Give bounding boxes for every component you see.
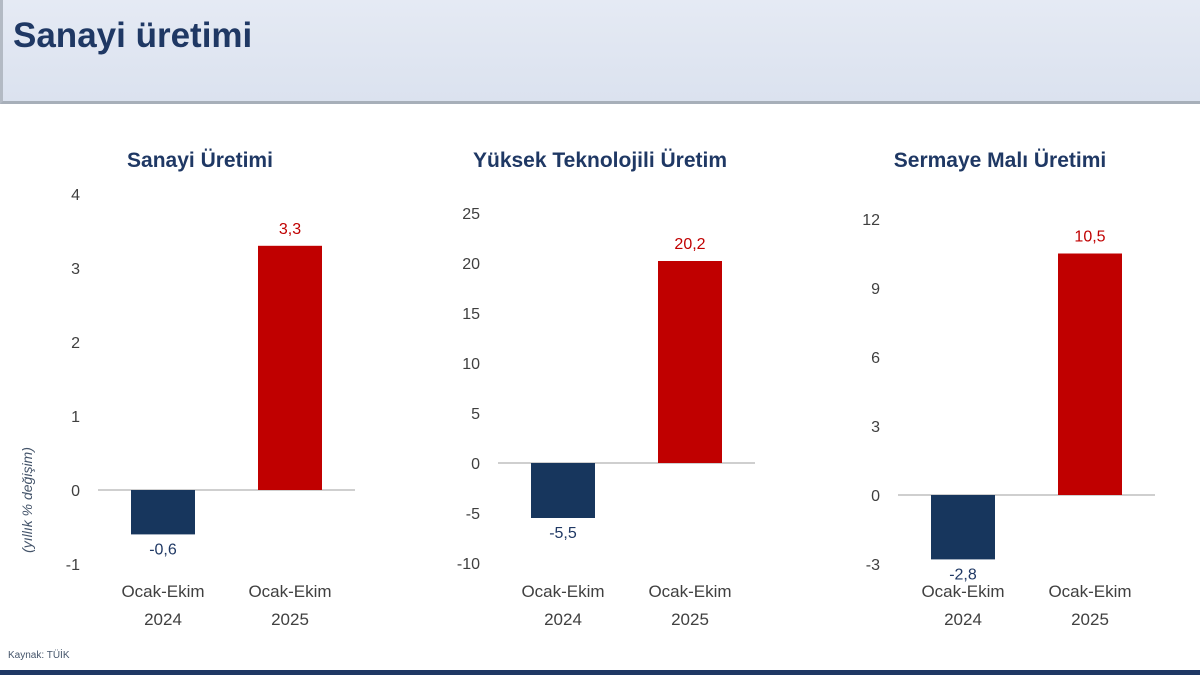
y-tick-label: -1 bbox=[66, 557, 80, 574]
slide-header: Sanayi üretimi bbox=[0, 0, 1200, 104]
y-tick-label: 20 bbox=[462, 256, 480, 273]
bar-chart-svg: 25 20 15 10 5 0 -5 -10 -5,5 Ocak-Ekim 2024 20,2 Ocak… bbox=[457, 206, 755, 629]
y-tick-label: -3 bbox=[866, 557, 880, 574]
y-tick-label: 15 bbox=[462, 306, 480, 323]
footer-bar bbox=[0, 670, 1200, 675]
y-axis-label: (yıllık % değişim) bbox=[19, 447, 35, 553]
y-tick-label: 12 bbox=[862, 212, 880, 229]
category-label-line1: Ocak-Ekim bbox=[248, 582, 331, 601]
bar-value-label: 3,3 bbox=[279, 221, 301, 238]
chart-yuksek-teknolojili-uretim: Yüksek Teknolojili Üretim 25 20 15 10 5 0 -5 -1… bbox=[400, 135, 800, 665]
y-tick-label: 2 bbox=[71, 335, 80, 352]
category-label-line1: Ocak-Ekim bbox=[921, 582, 1004, 601]
y-tick-label: 1 bbox=[71, 409, 80, 426]
bar-ocak-ekim-2024 bbox=[931, 495, 995, 560]
bar-chart-svg: 4 3 2 1 0 -1 -0,6 Ocak-Ekim 2024 3,3 Ocak-Ekim 2025 bbox=[66, 187, 355, 629]
category-label-line2: 2025 bbox=[271, 610, 309, 629]
category-label-line1: Ocak-Ekim bbox=[121, 582, 204, 601]
chart-sermaye-mali-uretimi: Sermaye Malı Üretimi 12 9 6 3 0 -3 -2,8 Ocak-Ek… bbox=[800, 135, 1200, 665]
y-tick-label: -10 bbox=[457, 556, 480, 573]
chart-title: Sermaye Malı Üretimi bbox=[893, 149, 1107, 172]
y-tick-label: 9 bbox=[871, 281, 880, 298]
bar-value-label: -5,5 bbox=[549, 525, 577, 542]
chart-title: Yüksek Teknolojili Üretim bbox=[472, 149, 728, 172]
page-title: Sanayi üretimi bbox=[13, 16, 253, 55]
category-label-line2: 2025 bbox=[671, 610, 709, 629]
y-tick-label: 10 bbox=[462, 356, 480, 373]
y-tick-label: 0 bbox=[871, 488, 880, 505]
chart-sanayi-uretimi: Sanayi Üretimi 4 3 2 1 0 -1 -0,6 Ocak-Ekim 2024 3… bbox=[0, 135, 400, 665]
category-label-line2: 2024 bbox=[944, 610, 982, 629]
bar-value-label: -0,6 bbox=[149, 541, 177, 558]
y-tick-label: -5 bbox=[466, 506, 480, 523]
bar-chart-svg: 129630-3-2,8Ocak-Ekim202410,5Ocak-Ekim20… bbox=[862, 212, 1155, 629]
source-note: Kaynak: TÜİK bbox=[8, 650, 70, 661]
y-tick-label: 0 bbox=[71, 483, 80, 500]
y-tick-label: 3 bbox=[71, 261, 80, 278]
y-tick-label: 5 bbox=[471, 406, 480, 423]
category-label-line2: 2024 bbox=[144, 610, 182, 629]
category-label-line1: Ocak-Ekim bbox=[521, 582, 604, 601]
category-label-line2: 2025 bbox=[1071, 610, 1109, 629]
bar-value-label: 10,5 bbox=[1074, 229, 1105, 246]
y-tick-label: 6 bbox=[871, 350, 880, 367]
category-label-line1: Ocak-Ekim bbox=[1048, 582, 1131, 601]
chart-title: Sanayi Üretimi bbox=[127, 149, 273, 172]
y-tick-label: 0 bbox=[471, 456, 480, 473]
category-label-line1: Ocak-Ekim bbox=[648, 582, 731, 601]
bar-ocak-ekim-2024 bbox=[131, 490, 195, 535]
y-tick-label: 25 bbox=[462, 206, 480, 223]
bar-ocak-ekim-2025 bbox=[1058, 253, 1122, 495]
bar-value-label: -2,8 bbox=[949, 566, 977, 583]
bar-ocak-ekim-2025 bbox=[258, 245, 322, 490]
bar-ocak-ekim-2024 bbox=[531, 463, 595, 518]
category-label-line2: 2024 bbox=[544, 610, 582, 629]
bar-ocak-ekim-2025 bbox=[658, 261, 722, 463]
y-tick-label: 3 bbox=[871, 419, 880, 436]
bar-value-label: 20,2 bbox=[674, 236, 705, 253]
y-tick-label: 4 bbox=[71, 187, 80, 204]
